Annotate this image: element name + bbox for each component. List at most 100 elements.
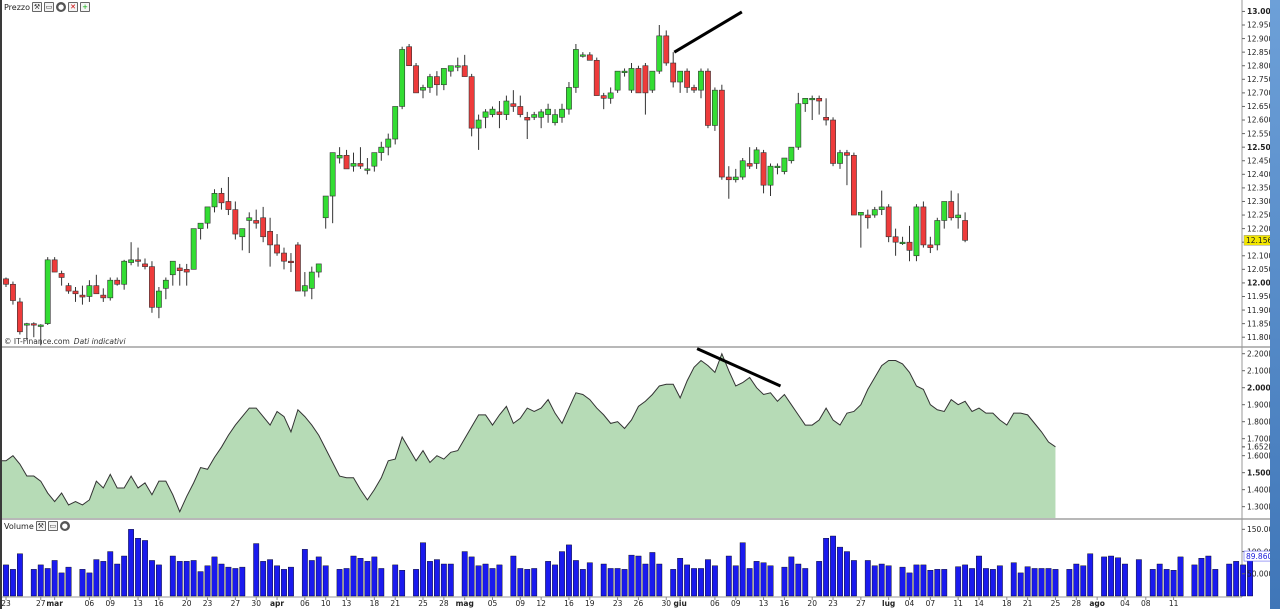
- candle-body: [253, 220, 260, 224]
- volume-bar: [288, 566, 294, 597]
- volume-bar: [996, 565, 1003, 597]
- candle-body: [559, 108, 565, 118]
- volume-bar: [920, 564, 927, 597]
- candle-body: [246, 217, 253, 221]
- volume-bar: [621, 569, 628, 597]
- window-icon[interactable]: ▭: [47, 521, 58, 531]
- wrench-icon[interactable]: ⚒: [32, 2, 43, 12]
- volume-bar: [1031, 568, 1038, 597]
- candle-body: [440, 68, 447, 86]
- volume-bar: [44, 568, 51, 597]
- candle-body: [16, 301, 23, 333]
- x-tick-label: 20: [182, 599, 192, 608]
- volume-bar: [976, 555, 982, 597]
- candle-body: [364, 168, 371, 171]
- watermark-note: Dati indicativi: [73, 337, 126, 346]
- volume-bar: [364, 561, 371, 597]
- candle-body: [572, 49, 579, 88]
- volume-bar: [149, 560, 155, 597]
- volume-bar: [399, 570, 406, 597]
- volume-bar: [86, 572, 93, 597]
- x-tick-label: 19: [585, 599, 595, 608]
- candle-body: [135, 259, 141, 262]
- volume-bar: [1170, 570, 1177, 597]
- candle-body: [746, 163, 753, 167]
- candle-body: [878, 206, 885, 210]
- volume-bar: [1038, 568, 1045, 597]
- volume-bar: [197, 571, 204, 597]
- close-circle-icon[interactable]: ●: [59, 521, 70, 531]
- volume-bar: [788, 556, 795, 597]
- osc-y-tick-label: 2.000k: [1247, 383, 1270, 392]
- candle-body: [496, 111, 503, 115]
- candle-body: [593, 59, 600, 96]
- osc-y-tick-label: 1.400k: [1247, 485, 1270, 494]
- volume-bar: [1066, 569, 1073, 597]
- volume-bar: [93, 559, 100, 597]
- x-tick-label: 07: [926, 599, 936, 608]
- close-circle-icon[interactable]: ●: [56, 2, 67, 12]
- oscillator-line: [2, 352, 1056, 514]
- wrench-icon[interactable]: ⚒: [35, 521, 46, 531]
- x-tick-label: mar: [46, 599, 63, 608]
- x-tick-label: 04: [905, 599, 915, 608]
- candle-body: [767, 165, 774, 186]
- candle-body: [44, 259, 51, 324]
- candle-body: [753, 149, 760, 164]
- price-y-tick-label: 12.000: [1247, 279, 1270, 288]
- candle-body: [538, 111, 545, 118]
- candle-body: [30, 323, 37, 326]
- volume-bar: [739, 542, 746, 597]
- candle-body: [684, 70, 690, 88]
- volume-bar: [489, 568, 496, 597]
- volume-bar: [691, 568, 697, 597]
- candle-body: [781, 157, 788, 172]
- candle-body: [260, 217, 267, 238]
- remove-icon[interactable]: ✕: [68, 2, 79, 12]
- panel-divider-price[interactable]: [2, 346, 1270, 348]
- volume-bar: [878, 563, 885, 597]
- candle-body: [718, 89, 725, 178]
- panel-divider-oscillator[interactable]: [2, 518, 1270, 520]
- candle-body: [732, 176, 739, 181]
- volume-bar: [864, 560, 871, 597]
- candle-body: [705, 70, 711, 126]
- volume-bar: [732, 565, 739, 597]
- volume-bar: [434, 559, 440, 597]
- candle-body: [357, 163, 364, 167]
- x-tick-label: giu: [674, 599, 687, 608]
- price-y-tick-label: 12.300: [1247, 197, 1270, 206]
- candle-body: [371, 152, 378, 167]
- price-y-tick-label: 11.900: [1247, 306, 1270, 315]
- x-tick-label: 30: [661, 599, 671, 608]
- candle-body: [336, 155, 343, 159]
- volume-bar: [114, 563, 121, 597]
- candle-body: [322, 195, 329, 219]
- price-panel-title: Prezzo: [4, 2, 31, 12]
- x-tick-label: 06: [85, 599, 95, 608]
- volume-bar: [1226, 563, 1233, 597]
- candle-body: [809, 98, 816, 101]
- volume-bar: [100, 561, 107, 597]
- volume-bar: [871, 565, 878, 597]
- candle-body: [698, 70, 704, 91]
- window-scrollbar[interactable]: [1270, 0, 1280, 609]
- x-tick-label: 25: [1051, 599, 1061, 608]
- volume-bar: [705, 559, 711, 597]
- volume-bar: [1135, 559, 1142, 597]
- add-icon[interactable]: +: [80, 2, 91, 12]
- volume-bar: [941, 569, 948, 597]
- volume-last-marker: [1243, 550, 1270, 562]
- x-tick-label: ago: [1089, 599, 1105, 608]
- volume-bar: [614, 568, 621, 597]
- candle-body: [162, 279, 169, 289]
- volume-bar: [51, 560, 58, 597]
- candle-body: [885, 206, 892, 238]
- candle-body: [691, 87, 697, 91]
- x-tick-label: apr: [270, 599, 284, 608]
- price-y-tick-label: 12.100: [1247, 251, 1270, 260]
- volume-bar: [830, 535, 836, 597]
- window-icon[interactable]: ▭: [44, 2, 55, 12]
- volume-last-label: 89.860: [1246, 552, 1270, 561]
